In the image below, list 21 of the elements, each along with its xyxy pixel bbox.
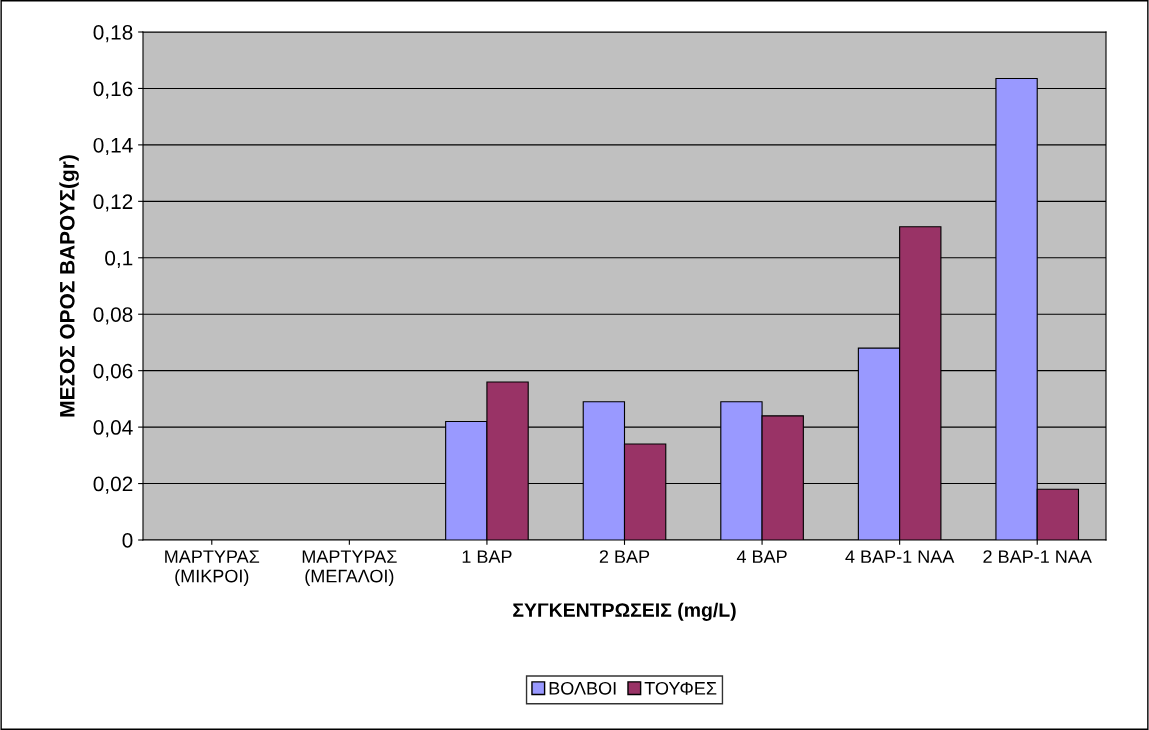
y-tick-label: 0,18: [93, 25, 133, 43]
x-tick-label: 1 BAP: [462, 550, 512, 563]
x-tick-label: 2 BAP-1 NAA: [983, 550, 1092, 563]
y-tick-label: 0,06: [93, 363, 133, 381]
x-tick-label: 4 BAP-1 NAA: [845, 550, 955, 563]
x-tick-label: ΜΑΡΤΥΡΑΣ (ΜΕΓΑΛΟΙ): [302, 550, 397, 586]
x-tick-label: 2 BAP: [599, 550, 650, 563]
y-tick-label: 0,16: [93, 81, 133, 99]
y-tick-label: 0,1: [105, 250, 133, 268]
y-axis-title: ΜΕΣΟΣ ΟΡΟΣ ΒΑΡΟΥΣ(gr): [59, 155, 79, 417]
y-tick-label: 0,04: [93, 420, 133, 438]
x-tick-label: ΜΑΡΤΥΡΑΣ (ΜΙΚΡΟΙ): [165, 550, 260, 586]
y-tick-label: 0,12: [93, 194, 133, 212]
x-tick-label: 4 BAP: [736, 550, 787, 563]
legend-label: ΒΟΛΒΟΙ: [549, 681, 616, 695]
y-tick-label: 0,14: [93, 137, 133, 156]
y-tick-label: 0: [122, 533, 133, 548]
legend-label: ΤΟΥΦΕΣ: [644, 681, 717, 695]
y-tick-label: 0,02: [93, 476, 133, 494]
y-tick-label: 0,08: [93, 307, 133, 325]
x-axis-title: ΣΥΓΚΕΝΤΡΩΣΕΙΣ (mg/L): [513, 602, 736, 621]
